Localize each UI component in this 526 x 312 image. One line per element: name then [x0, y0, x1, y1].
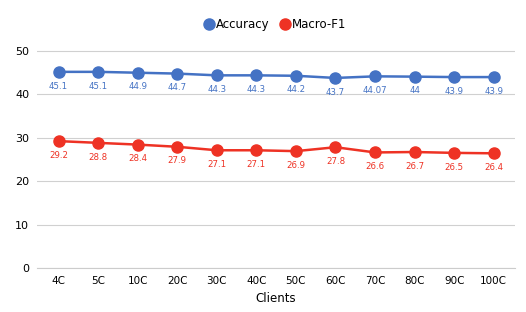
Text: 43.9: 43.9	[444, 87, 463, 96]
Text: 44.3: 44.3	[247, 85, 266, 94]
Accuracy	[55, 70, 62, 74]
Accuracy	[332, 76, 339, 80]
Macro-F1	[135, 143, 141, 146]
Line: Accuracy: Accuracy	[53, 66, 499, 84]
Text: 44.07: 44.07	[363, 86, 387, 95]
Accuracy	[293, 74, 299, 78]
Accuracy	[451, 75, 457, 79]
Text: 26.4: 26.4	[484, 163, 503, 172]
Macro-F1	[332, 145, 339, 149]
Text: 44.2: 44.2	[286, 85, 306, 95]
Text: 45.1: 45.1	[88, 81, 108, 90]
Macro-F1	[95, 141, 102, 145]
Text: 26.7: 26.7	[405, 162, 424, 171]
Accuracy	[95, 70, 102, 74]
Text: 44.7: 44.7	[168, 83, 187, 92]
Text: 45.1: 45.1	[49, 81, 68, 90]
Text: 44.3: 44.3	[207, 85, 226, 94]
Legend: Accuracy, Macro-F1: Accuracy, Macro-F1	[201, 13, 351, 36]
Text: 26.6: 26.6	[366, 162, 385, 171]
Accuracy	[491, 75, 497, 79]
Line: Macro-F1: Macro-F1	[53, 135, 499, 159]
Accuracy	[135, 71, 141, 75]
Text: 27.1: 27.1	[247, 160, 266, 169]
Text: 27.1: 27.1	[207, 160, 226, 169]
Text: 28.8: 28.8	[88, 153, 108, 162]
Accuracy	[411, 75, 418, 79]
Text: 29.2: 29.2	[49, 151, 68, 160]
Macro-F1	[174, 145, 180, 149]
Macro-F1	[214, 149, 220, 152]
Macro-F1	[451, 151, 457, 155]
Text: 27.9: 27.9	[168, 156, 187, 165]
Text: 27.8: 27.8	[326, 157, 345, 166]
Macro-F1	[491, 151, 497, 155]
Accuracy	[253, 73, 259, 77]
X-axis label: Clients: Clients	[256, 291, 297, 305]
Text: 28.4: 28.4	[128, 154, 147, 163]
Macro-F1	[411, 150, 418, 154]
Text: 26.5: 26.5	[444, 163, 464, 172]
Text: 44.9: 44.9	[128, 82, 147, 91]
Macro-F1	[253, 149, 259, 152]
Text: 43.7: 43.7	[326, 88, 345, 97]
Macro-F1	[55, 139, 62, 143]
Accuracy	[372, 75, 378, 78]
Text: 43.9: 43.9	[484, 87, 503, 96]
Accuracy	[174, 72, 180, 76]
Text: 26.9: 26.9	[287, 161, 306, 170]
Accuracy	[214, 73, 220, 77]
Macro-F1	[372, 151, 378, 154]
Macro-F1	[293, 149, 299, 153]
Text: 44: 44	[409, 86, 420, 95]
